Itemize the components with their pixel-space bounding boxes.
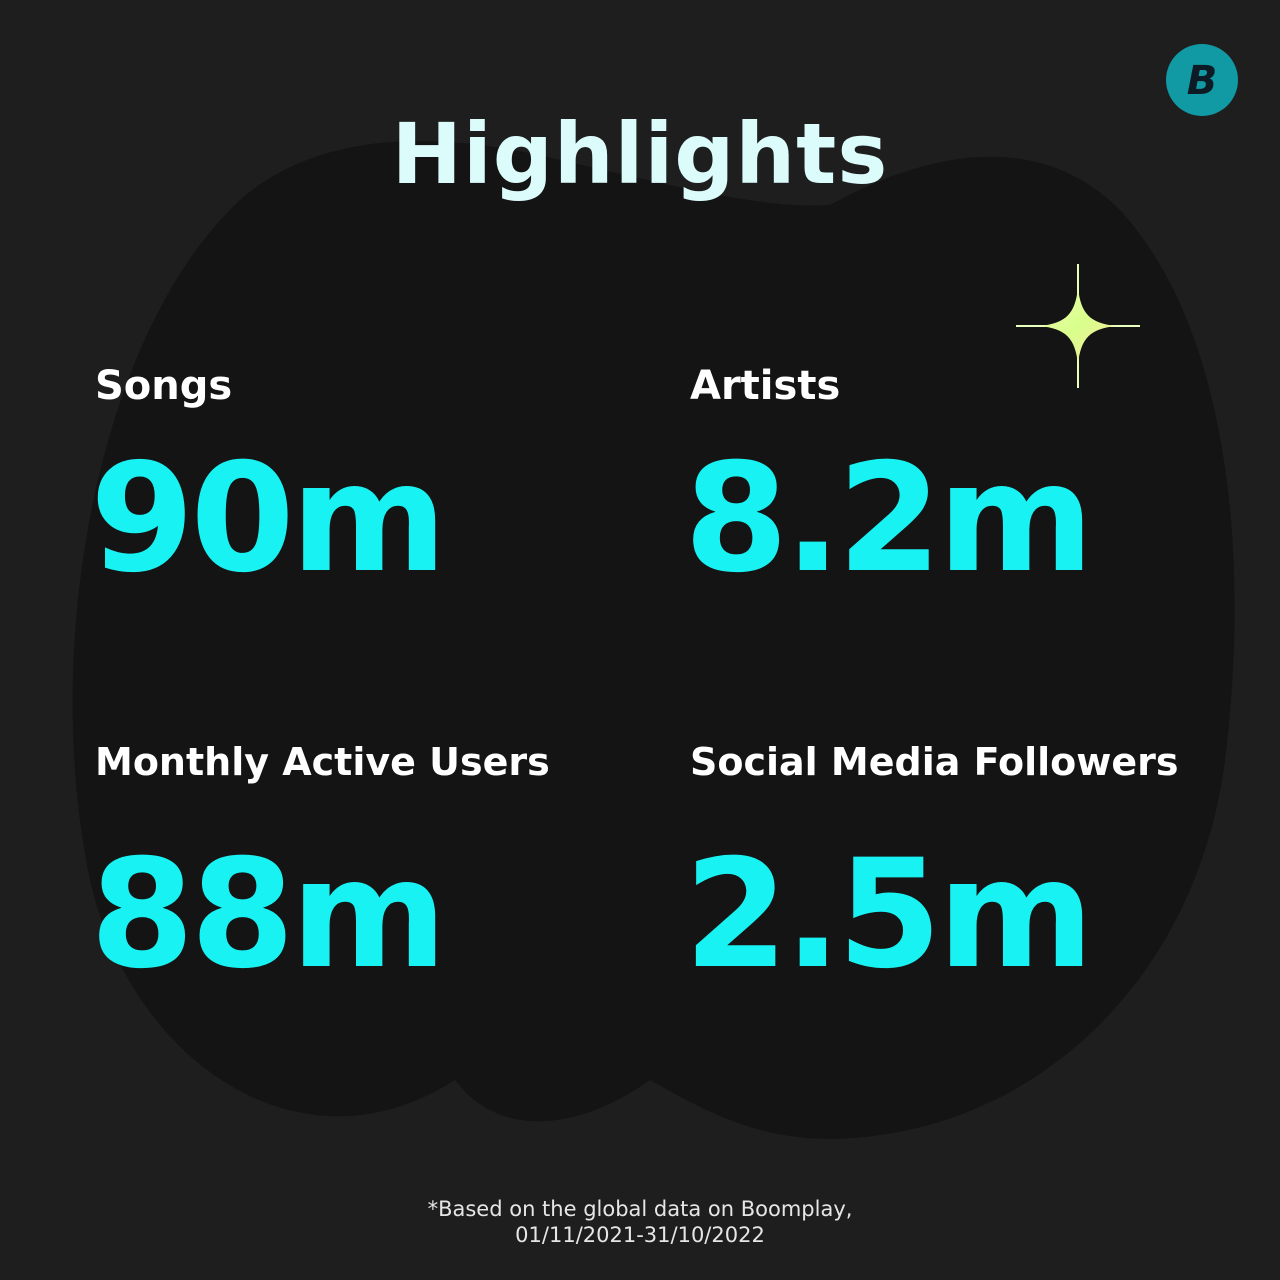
page-title: Highlights [391,105,889,203]
boomplay-logo-icon: B [1166,44,1238,116]
footnote: *Based on the global data on Boomplay, 0… [340,1196,940,1248]
artists-label: Artists [690,363,841,409]
artists-value: 8.2m [684,432,1094,606]
social-media-followers-value: 2.5m [684,828,1094,1002]
sparkle-icon [1014,262,1144,392]
footnote-line-2: 01/11/2021-31/10/2022 [515,1223,765,1247]
songs-value: 90m [90,432,447,606]
songs-label: Songs [95,363,233,409]
monthly-active-users-value: 88m [90,828,447,1002]
monthly-active-users-label: Monthly Active Users [95,740,550,784]
svg-text:B: B [1187,58,1218,104]
footnote-line-1: *Based on the global data on Boomplay, [427,1197,853,1221]
social-media-followers-label: Social Media Followers [690,740,1179,784]
